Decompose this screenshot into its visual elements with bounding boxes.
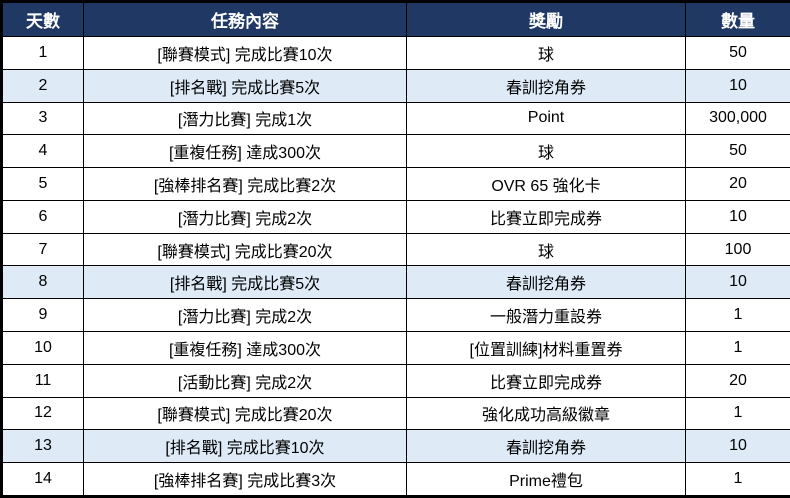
table-row: 1 [聯賽模式] 完成比賽10次 球 50 [1, 36, 790, 70]
cell-day: 1 [1, 36, 84, 70]
cell-day: 14 [1, 462, 84, 497]
cell-reward: Point [406, 101, 686, 136]
header-qty: 數量 [685, 1, 790, 37]
table-row: 11 [活動比賽] 完成2次 比賽立即完成券 20 [1, 363, 790, 398]
cell-day: 8 [1, 265, 84, 300]
table-header: 天數 任務內容 獎勵 數量 [1, 1, 790, 37]
cell-qty: 1 [685, 298, 790, 333]
header-task: 任務內容 [83, 1, 407, 37]
table-row: 2 [排名戰] 完成比賽5次 春訓挖角券 10 [1, 68, 790, 103]
cell-qty: 10 [685, 199, 790, 234]
cell-task: [聯賽模式] 完成比賽10次 [83, 36, 407, 70]
cell-day: 7 [1, 232, 84, 267]
cell-reward: Prime禮包 [406, 462, 686, 497]
cell-reward: 強化成功高級徽章 [406, 396, 686, 431]
cell-qty: 10 [685, 68, 790, 103]
cell-qty: 20 [685, 167, 790, 201]
cell-day: 5 [1, 167, 84, 201]
table-row: 5 [強棒排名賽] 完成比賽2次 OVR 65 強化卡 20 [1, 167, 790, 201]
cell-day: 11 [1, 363, 84, 398]
cell-qty: 300,000 [685, 101, 790, 136]
cell-reward: [位置訓練]材料重置券 [406, 331, 686, 365]
cell-task: [潛力比賽] 完成2次 [83, 199, 407, 234]
cell-task: [排名戰] 完成比賽10次 [83, 429, 407, 464]
table-row: 9 [潛力比賽] 完成2次 一般潛力重設券 1 [1, 298, 790, 333]
cell-day: 2 [1, 68, 84, 103]
cell-reward: 春訓挖角券 [406, 265, 686, 300]
cell-task: [強棒排名賽] 完成比賽3次 [83, 462, 407, 497]
cell-task: [排名戰] 完成比賽5次 [83, 265, 407, 300]
table-row: 7 [聯賽模式] 完成比賽20次 球 100 [1, 232, 790, 267]
table-row: 6 [潛力比賽] 完成2次 比賽立即完成券 10 [1, 199, 790, 234]
table-row: 12 [聯賽模式] 完成比賽20次 強化成功高級徽章 1 [1, 396, 790, 431]
header-row: 天數 任務內容 獎勵 數量 [1, 1, 790, 37]
cell-day: 12 [1, 396, 84, 431]
cell-reward: 球 [406, 232, 686, 267]
cell-qty: 50 [685, 134, 790, 169]
cell-reward: 春訓挖角券 [406, 68, 686, 103]
cell-reward: 球 [406, 134, 686, 169]
table-row: 14 [強棒排名賽] 完成比賽3次 Prime禮包 1 [1, 462, 790, 497]
cell-task: [聯賽模式] 完成比賽20次 [83, 232, 407, 267]
cell-day: 9 [1, 298, 84, 333]
header-reward: 獎勵 [406, 1, 686, 37]
table-row: 4 [重複任務] 達成300次 球 50 [1, 134, 790, 169]
cell-task: [排名戰] 完成比賽5次 [83, 68, 407, 103]
cell-task: [強棒排名賽] 完成比賽2次 [83, 167, 407, 201]
cell-day: 3 [1, 101, 84, 136]
cell-task: [潛力比賽] 完成1次 [83, 101, 407, 136]
cell-day: 4 [1, 134, 84, 169]
cell-day: 10 [1, 331, 84, 365]
cell-qty: 1 [685, 396, 790, 431]
table-row: 8 [排名戰] 完成比賽5次 春訓挖角券 10 [1, 265, 790, 300]
cell-qty: 100 [685, 232, 790, 267]
cell-reward: OVR 65 強化卡 [406, 167, 686, 201]
cell-qty: 10 [685, 429, 790, 464]
cell-task: [活動比賽] 完成2次 [83, 363, 407, 398]
cell-qty: 50 [685, 36, 790, 70]
cell-qty: 1 [685, 331, 790, 365]
table-body: 1 [聯賽模式] 完成比賽10次 球 50 2 [排名戰] 完成比賽5次 春訓挖… [1, 36, 790, 497]
cell-reward: 一般潛力重設券 [406, 298, 686, 333]
cell-task: [重複任務] 達成300次 [83, 134, 407, 169]
cell-task: [聯賽模式] 完成比賽20次 [83, 396, 407, 431]
cell-qty: 10 [685, 265, 790, 300]
table-row: 10 [重複任務] 達成300次 [位置訓練]材料重置券 1 [1, 331, 790, 365]
cell-task: [潛力比賽] 完成2次 [83, 298, 407, 333]
cell-day: 6 [1, 199, 84, 234]
cell-reward: 球 [406, 36, 686, 70]
cell-task: [重複任務] 達成300次 [83, 331, 407, 365]
table-row: 3 [潛力比賽] 完成1次 Point 300,000 [1, 101, 790, 136]
cell-day: 13 [1, 429, 84, 464]
cell-reward: 比賽立即完成券 [406, 363, 686, 398]
table-row: 13 [排名戰] 完成比賽10次 春訓挖角券 10 [1, 429, 790, 464]
cell-qty: 20 [685, 363, 790, 398]
header-day: 天數 [1, 1, 84, 37]
cell-reward: 比賽立即完成券 [406, 199, 686, 234]
cell-qty: 1 [685, 462, 790, 497]
cell-reward: 春訓挖角券 [406, 429, 686, 464]
